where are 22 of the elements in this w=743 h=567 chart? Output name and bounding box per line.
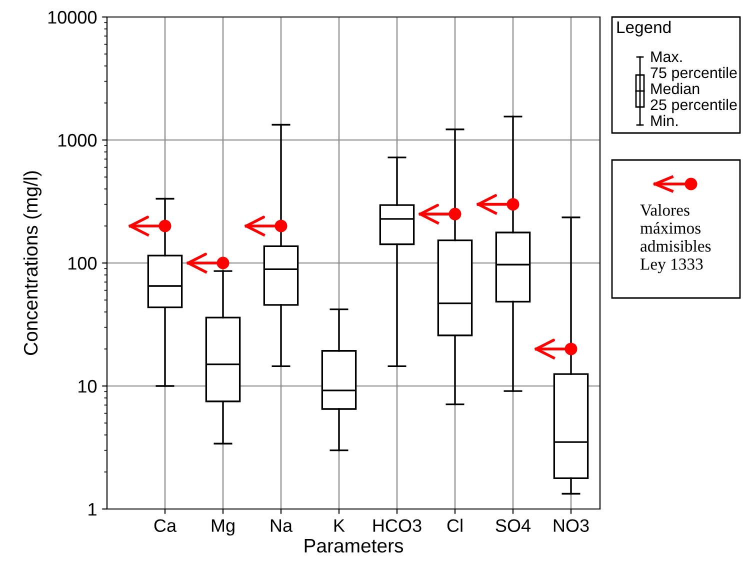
x-tick-label: NO3 xyxy=(554,519,589,532)
y-tick-label: 1000 xyxy=(58,134,97,147)
legend-title: Legend xyxy=(617,20,671,36)
x-tick-label: Ca xyxy=(154,519,177,532)
text: Min. xyxy=(651,114,678,126)
y-tick-label: 10000 xyxy=(48,10,97,24)
text: Median xyxy=(651,82,700,94)
text: 75 percentile xyxy=(650,66,737,82)
x-tick-label: HCO3 xyxy=(373,519,422,532)
y-tick-label: 100 xyxy=(68,256,97,270)
x-tick-label: Na xyxy=(270,519,293,532)
x-axis-title: Parameters xyxy=(304,539,404,553)
y-axis-title: Concentrations (mg/l) xyxy=(23,171,42,355)
y-tick-label: 1 xyxy=(88,503,96,516)
x-tick-label: K xyxy=(334,519,345,532)
x-tick-label: Mg xyxy=(212,519,234,536)
x-tick-label: Cl xyxy=(447,518,462,532)
text: Max. xyxy=(651,51,682,62)
x-tick-label: SO4 xyxy=(496,519,531,532)
y-tick-label: 10 xyxy=(78,380,97,393)
text: 25 percentile xyxy=(650,98,737,114)
legend-label: Valores máximos admisibles Ley 1333 xyxy=(640,204,711,274)
